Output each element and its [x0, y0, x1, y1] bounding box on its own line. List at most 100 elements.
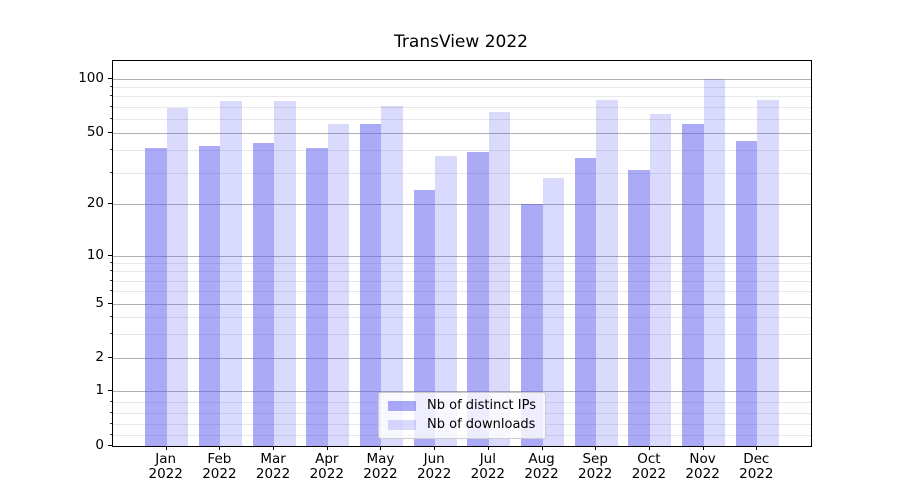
- x-tick-year: 2022: [148, 466, 183, 482]
- legend-swatch-distinct-ips: [388, 400, 417, 411]
- y-minor-tick-6: [110, 290, 112, 292]
- gridline-y-30: [113, 172, 811, 174]
- bar-sep-downloads: [596, 100, 618, 446]
- bar-feb-downloads: [220, 101, 242, 446]
- x-tick-month: Jan: [155, 451, 177, 467]
- bar-mar-downloads: [274, 101, 296, 446]
- gridline-y-1: [113, 391, 811, 392]
- bar-jul-distinct-ips: [467, 152, 489, 446]
- y-minor-tick-4: [110, 315, 112, 317]
- x-tick-month: Jun: [423, 451, 445, 467]
- x-tick-dec: [756, 446, 758, 450]
- y-tick-10: [108, 255, 112, 256]
- bar-nov-downloads: [703, 79, 726, 446]
- x-tick-year: 2022: [309, 466, 344, 482]
- x-tick-label-jan: Jan 2022: [136, 452, 196, 482]
- bar-mar-distinct-ips: [252, 142, 275, 446]
- y-tick-label-100: 100: [78, 70, 104, 86]
- bar-sep-distinct-ips: [574, 158, 597, 446]
- x-tick-month: Sep: [582, 451, 608, 467]
- x-tick-label-jul: Jul 2022: [458, 452, 518, 482]
- x-tick-mar: [273, 446, 275, 450]
- gridline-y-6: [113, 291, 811, 293]
- chart-title: TransView 2022: [394, 32, 528, 52]
- x-tick-label-dec: Dec 2022: [726, 452, 786, 482]
- gridline-y-40: [113, 150, 811, 152]
- x-tick-nov: [702, 446, 704, 450]
- bar-jun-distinct-ips: [413, 190, 436, 446]
- gridline-y-3: [113, 334, 811, 336]
- x-tick-label-may: May 2022: [350, 452, 410, 482]
- y-tick-label-50: 50: [86, 123, 104, 140]
- bar-dec-distinct-ips: [735, 140, 758, 446]
- x-tick-year: 2022: [685, 466, 720, 482]
- y-minor-tick-8: [110, 270, 112, 272]
- x-tick-label-sep: Sep 2022: [565, 452, 625, 482]
- y-minor-tick-3: [110, 333, 112, 335]
- bar-jan-distinct-ips: [145, 148, 167, 446]
- gridline-y-8: [113, 271, 811, 273]
- y-tick-0: [108, 445, 112, 446]
- bar-aug-distinct-ips: [521, 204, 543, 446]
- gridline-y-4: [113, 316, 811, 318]
- y-tick-50: [108, 131, 112, 133]
- x-tick-label-nov: Nov 2022: [673, 452, 733, 482]
- gridline-y-20: [113, 204, 811, 206]
- x-tick-jun: [434, 446, 436, 450]
- x-tick-year: 2022: [470, 466, 506, 482]
- x-tick-oct: [648, 446, 650, 450]
- x-tick-label-apr: Apr 2022: [297, 452, 357, 482]
- x-tick-month: Mar: [260, 451, 286, 467]
- y-tick-2: [108, 357, 112, 359]
- legend-swatch-downloads: [388, 419, 417, 430]
- bar-dec-downloads: [757, 100, 779, 446]
- bar-feb-distinct-ips: [198, 146, 221, 446]
- y-tick-label-20: 20: [86, 195, 104, 212]
- legend: Nb of distinct IPs Nb of downloads: [378, 392, 546, 439]
- bar-nov-distinct-ips: [682, 123, 704, 446]
- gridline-y-5: [113, 303, 811, 305]
- x-tick-sep: [595, 446, 597, 450]
- legend-row-distinct-ips: Nb of distinct IPs: [388, 398, 536, 413]
- gridline-y-2: [113, 358, 811, 360]
- x-tick-month: Apr: [315, 451, 339, 467]
- y-minor-tick-80: [110, 95, 112, 97]
- gridline-y-10: [113, 256, 811, 257]
- x-tick-month: Nov: [689, 451, 716, 467]
- x-tick-may: [380, 446, 382, 450]
- y-minor-tick-0.6: [110, 412, 112, 413]
- gridline-y-100: [113, 79, 811, 80]
- gridline-y-80: [113, 96, 811, 98]
- y-minor-tick-30: [110, 171, 112, 173]
- y-tick-5: [108, 302, 112, 304]
- y-minor-tick-40: [110, 149, 112, 151]
- y-minor-tick-60: [110, 117, 112, 119]
- x-tick-year: 2022: [631, 466, 667, 482]
- gridline-y-70: [113, 106, 811, 108]
- gridline-y-7: [113, 280, 811, 282]
- x-tick-label-aug: Aug 2022: [512, 452, 572, 482]
- y-tick-label-2: 2: [95, 349, 104, 366]
- x-tick-month: Jul: [479, 451, 496, 467]
- y-tick-label-0: 0: [95, 437, 104, 453]
- x-tick-year: 2022: [255, 466, 291, 482]
- x-tick-year: 2022: [202, 466, 237, 482]
- x-tick-label-mar: Mar 2022: [243, 452, 303, 482]
- bar-jul-downloads: [488, 112, 511, 446]
- legend-label-downloads: Nb of downloads: [427, 417, 536, 432]
- y-tick-label-1: 1: [95, 382, 104, 398]
- bar-oct-downloads: [649, 113, 672, 446]
- x-tick-month: Dec: [743, 451, 770, 467]
- y-minor-tick-0.2: [110, 434, 112, 435]
- y-tick-label-5: 5: [95, 294, 104, 311]
- bar-oct-distinct-ips: [628, 170, 650, 446]
- y-tick-1: [108, 390, 112, 391]
- gridline-y-60: [113, 118, 811, 120]
- x-tick-jul: [487, 446, 489, 450]
- x-tick-month: Feb: [207, 451, 232, 467]
- x-tick-apr: [326, 446, 328, 450]
- gridline-y-9: [113, 263, 811, 265]
- y-tick-20: [108, 203, 112, 205]
- x-tick-label-feb: Feb 2022: [189, 452, 249, 482]
